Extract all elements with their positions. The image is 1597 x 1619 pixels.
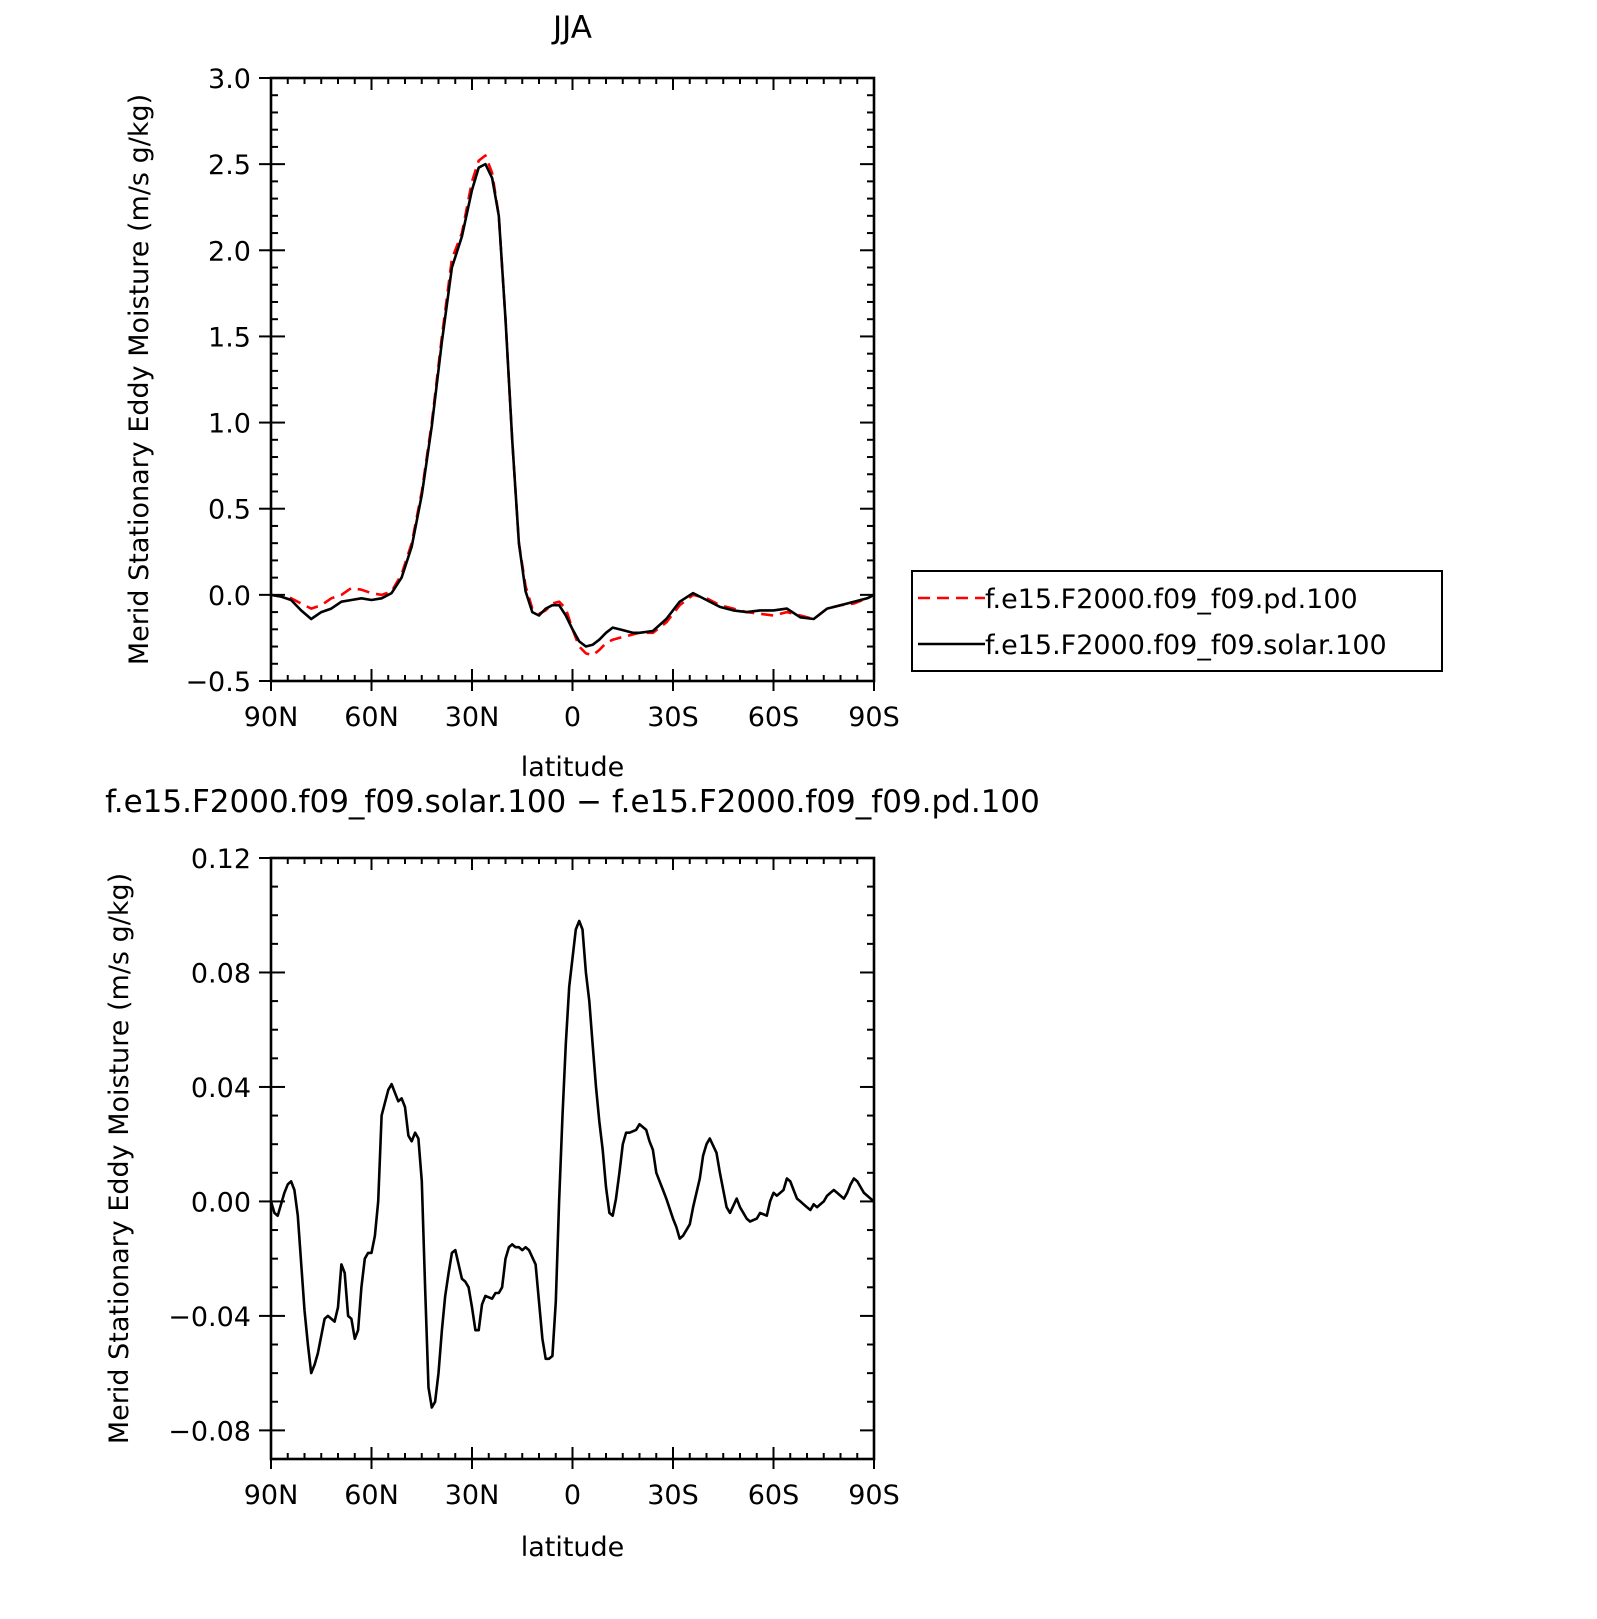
x-tick-label: 90S: [848, 1480, 900, 1511]
x-tick-label: 0: [564, 702, 581, 733]
x-tick-label: 60N: [344, 1480, 399, 1511]
x-tick-label: 30N: [445, 702, 500, 733]
y-tick-label: 0.0: [208, 581, 251, 612]
x-tick-label: 60N: [344, 702, 399, 733]
y-tick-label: 2.0: [208, 236, 251, 267]
x-tick-label: 90S: [848, 702, 900, 733]
x-tick-label: 30N: [445, 1480, 500, 1511]
y-axis-title: Merid Stationary Eddy Moisture (m/s g/kg…: [104, 873, 135, 1444]
chart-panel-1: JJA 90N 60N 30N 0 30S 60S 90S 3.0 2.5 2.0 1.5 1.0 0.5…: [124, 10, 1443, 783]
x-tick-label: 90N: [244, 1480, 299, 1511]
series-line-1: [270, 154, 875, 657]
x-tick-label: 0: [564, 1480, 581, 1511]
y-tick-label: 1.5: [208, 322, 251, 353]
y-axis-title: Merid Stationary Eddy Moisture (m/s g/kg…: [124, 94, 155, 665]
series-line-1: [269, 919, 875, 1409]
legend-label-1: f.e15.F2000.f09_f09.pd.100: [985, 584, 1358, 615]
chart-title: f.e15.F2000.f09_f09.solar.100 − f.e15.F2…: [105, 784, 1040, 820]
x-tick-label: 30S: [647, 702, 699, 733]
chart-panel-2: f.e15.F2000.f09_f09.solar.100 − f.e15.F2…: [104, 784, 1040, 1563]
x-tick-label: 60S: [748, 1480, 800, 1511]
y-tick-label: 0.12: [191, 844, 251, 875]
y-tick-label: 0.5: [208, 495, 251, 526]
y-tick-label: 1.0: [208, 409, 251, 440]
x-axis-title: latitude: [521, 1532, 625, 1563]
chart-title: JJA: [551, 10, 592, 46]
legend-label-2: f.e15.F2000.f09_f09.solar.100: [985, 630, 1387, 661]
y-tick-label: 0.04: [191, 1073, 251, 1104]
x-tick-label: 30S: [647, 1480, 699, 1511]
series-line-2: [270, 162, 875, 648]
legend-box: [911, 570, 1443, 672]
legend: f.e15.F2000.f09_f09.pd.100 f.e15.F2000.f0…: [911, 570, 1443, 672]
y-tick-label: 2.5: [208, 150, 251, 181]
x-axis-title: latitude: [521, 752, 625, 783]
y-tick-label: 0.08: [191, 958, 251, 989]
x-tick-label: 90N: [244, 702, 299, 733]
y-tick-label: 3.0: [208, 64, 251, 95]
y-tick-label: −0.04: [168, 1302, 251, 1333]
y-tick-label: −0.5: [185, 667, 251, 698]
x-tick-label: 60S: [748, 702, 800, 733]
y-tick-label: −0.08: [168, 1416, 251, 1447]
y-tick-label: 0.00: [191, 1187, 251, 1218]
